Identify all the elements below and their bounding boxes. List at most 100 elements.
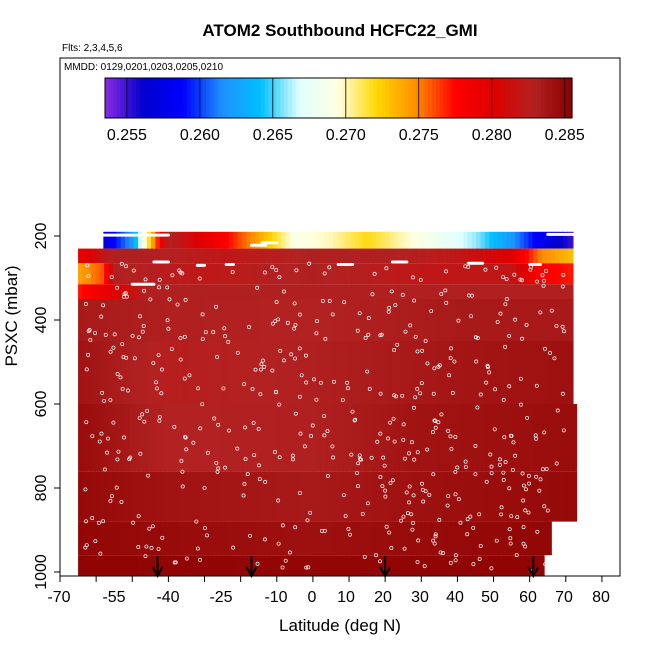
heatmap-cell	[368, 404, 374, 472]
heatmap-cell	[208, 521, 213, 556]
heatmap-cell	[355, 521, 361, 556]
heatmap-cell	[151, 404, 157, 472]
heatmap-cell	[290, 404, 296, 472]
measurement-point	[465, 517, 470, 522]
measurement-point	[561, 428, 566, 433]
heatmap-cell	[454, 231, 460, 249]
measurement-point	[503, 344, 508, 349]
measurement-point	[83, 487, 88, 492]
heatmap-cell	[390, 299, 396, 341]
measurement-point	[438, 550, 443, 555]
heatmap-cell	[398, 341, 404, 404]
heatmap-cell	[346, 404, 352, 472]
heatmap-cell	[472, 284, 478, 299]
heatmap-cell	[489, 471, 495, 522]
x-tick-label: -40	[156, 589, 179, 606]
measurement-point	[483, 267, 488, 272]
heatmap-cell	[381, 248, 387, 264]
heatmap-cell	[468, 299, 474, 341]
measurement-point	[93, 539, 98, 544]
heatmap-cell	[424, 555, 430, 576]
measurement-point	[365, 369, 370, 374]
heatmap-cell	[117, 341, 122, 404]
colorbar-swatch	[389, 78, 394, 118]
heatmap-cell	[104, 263, 109, 285]
measurement-point	[407, 451, 411, 456]
heatmap-cell	[515, 263, 521, 285]
measurement-point	[183, 297, 188, 302]
heatmap-cell	[216, 341, 222, 404]
measurement-point	[378, 391, 383, 396]
heatmap-cell	[442, 555, 448, 576]
measurement-point	[538, 477, 543, 482]
heatmap-cell	[247, 284, 252, 299]
measurement-point	[83, 302, 88, 306]
measurement-point	[518, 402, 523, 407]
heatmap-cell	[147, 555, 153, 576]
heatmap-cell	[112, 248, 118, 264]
heatmap-cell	[489, 404, 495, 472]
heatmap-cell	[411, 404, 417, 472]
measurement-point	[226, 428, 231, 433]
heatmap-cell	[234, 555, 239, 576]
heatmap-cell	[238, 341, 244, 404]
measurement-point	[420, 348, 425, 353]
heatmap-cell	[559, 404, 565, 472]
measurement-point	[402, 456, 407, 461]
heatmap-cell	[502, 231, 508, 249]
heatmap-cell	[234, 263, 239, 285]
heatmap-cell	[567, 341, 573, 404]
heatmap-cell	[346, 521, 352, 556]
heatmap-cell	[169, 248, 174, 264]
heatmap-cell	[203, 404, 209, 472]
heatmap-cell	[420, 263, 426, 285]
measurement-point	[222, 326, 227, 331]
measurement-point	[273, 450, 277, 454]
measurement-point	[357, 453, 362, 458]
measurement-point	[293, 411, 298, 416]
colorbar-swatch	[182, 78, 188, 118]
measurement-point	[198, 426, 203, 431]
heatmap-cell	[481, 299, 487, 341]
heatmap-cell	[338, 263, 344, 285]
heatmap-cell	[307, 299, 313, 341]
measurement-point	[157, 414, 162, 419]
heatmap-cell	[108, 471, 114, 522]
heatmap-cell	[567, 248, 573, 264]
heatmap-cell	[342, 263, 348, 285]
heatmap-cell	[121, 341, 127, 404]
measurement-point	[409, 512, 414, 517]
measurement-point	[378, 559, 382, 564]
measurement-point	[524, 487, 528, 492]
heatmap-cell	[419, 231, 425, 249]
measurement-point	[195, 546, 200, 551]
heatmap-cell	[489, 521, 495, 556]
heatmap-cell	[520, 284, 526, 299]
heatmap-cell	[468, 404, 474, 472]
heatmap-cell	[251, 284, 257, 299]
measurement-point	[305, 518, 310, 523]
heatmap-cell	[368, 521, 374, 556]
heatmap-cell	[242, 521, 248, 556]
measurement-points	[83, 232, 575, 574]
heatmap-cell	[134, 555, 140, 576]
measurement-point	[290, 453, 295, 458]
heatmap-cell	[367, 231, 373, 249]
colorbar-swatch	[431, 78, 437, 118]
heatmap-cell	[112, 555, 118, 576]
x-tick-label: 0	[308, 589, 317, 606]
heatmap-cell	[325, 263, 331, 285]
heatmap-cell	[246, 231, 252, 249]
heatmap-cell	[338, 555, 344, 576]
heatmap-field	[78, 231, 578, 576]
measurement-point	[487, 370, 492, 375]
heatmap-cell	[181, 231, 187, 249]
heatmap-cell	[160, 404, 166, 472]
heatmap-cell	[329, 263, 335, 285]
heatmap-cell	[381, 284, 387, 299]
heatmap-cell	[199, 404, 205, 472]
measurement-point	[443, 288, 448, 293]
heatmap-cell	[476, 284, 482, 299]
heatmap-cell	[247, 521, 252, 556]
heatmap-cell	[247, 248, 252, 264]
